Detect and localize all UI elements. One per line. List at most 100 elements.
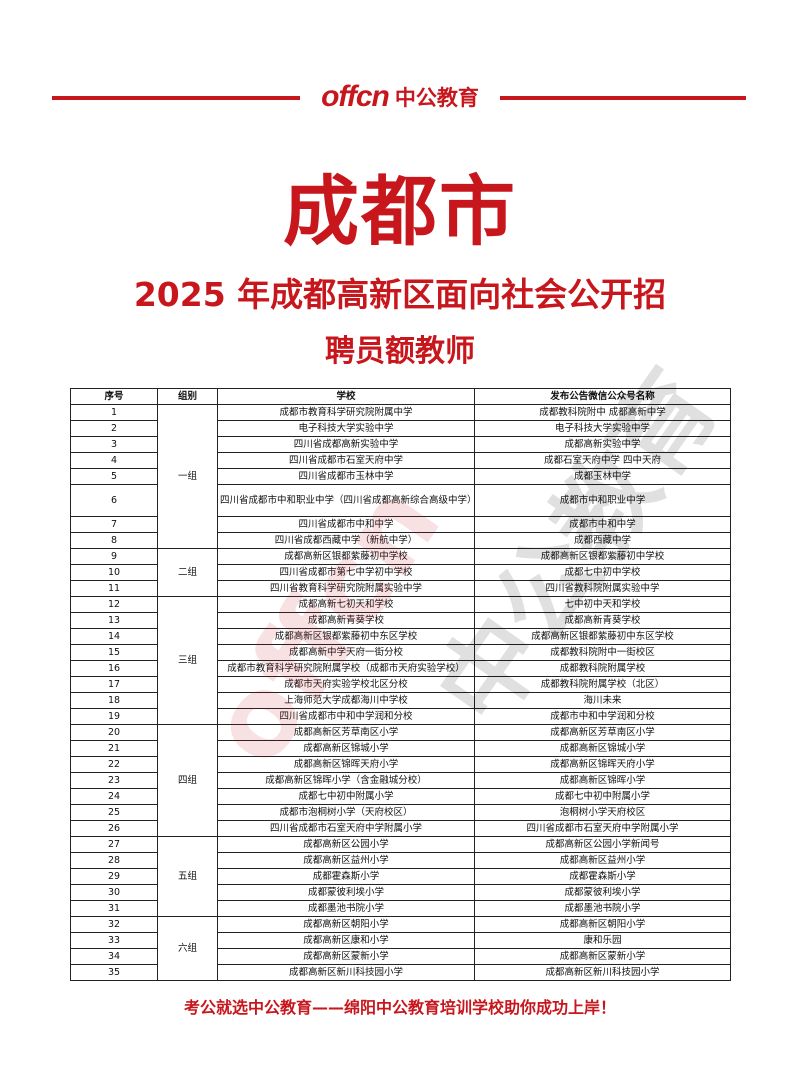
row-number: 7 [70,516,158,533]
row-number: 29 [70,868,158,885]
offcn-logo: offcn 中公教育 [300,78,500,116]
wechat-account-name: 四川省成都市石室天府中学附属小学 [474,820,731,837]
wechat-account-name: 成都高新区蒙新小学 [474,948,731,965]
wechat-account-name: 成都霍森斯小学 [474,868,731,885]
row-number: 23 [70,772,158,789]
table-row: 30 成都蒙彼利埃小学 成都蒙彼利埃小学 [70,884,731,901]
row-number: 3 [70,436,158,453]
row-number: 20 [70,724,158,741]
row-number: 6 [70,484,158,517]
wechat-account-name: 成都高新区银都紫藤初中东区学校 [474,628,731,645]
wechat-account-name: 成都教科院附属学校（北区） [474,676,731,693]
wechat-account-name: 成都玉林中学 [474,468,731,485]
column-header: 序号 [70,388,158,405]
row-number: 28 [70,852,158,869]
row-number: 24 [70,788,158,805]
table-row: 28 成都高新区益州小学 成都高新区益州小学 [70,852,731,869]
school-name: 四川省成都市中和中学 [217,516,475,533]
wechat-account-name: 成都市中和中学 [474,516,731,533]
school-table: 序号 组别 学校 发布公告微信公众号名称 1 一组 成都市教育科学研究院附属中学 成都教科院… [70,388,731,981]
group-name: 一组 [157,404,218,549]
wechat-account-name: 成都高新区朝阳小学 [474,916,731,933]
school-name: 四川省教育科学研究院附属实验中学 [217,580,475,597]
row-number: 9 [70,548,158,565]
row-number: 27 [70,836,158,853]
school-name: 成都高新区锦城小学 [217,740,475,757]
school-name: 四川省成都西藏中学（新航中学） [217,532,475,549]
group-name: 四组 [157,724,218,837]
wechat-account-name: 成都七中初中附属小学 [474,788,731,805]
wechat-account-name: 成都蒙彼利埃小学 [474,884,731,901]
column-header: 发布公告微信公众号名称 [474,388,731,405]
school-name: 四川省成都高新实验中学 [217,436,475,453]
wechat-account-name: 成都市中和职业中学 [474,484,731,517]
wechat-account-name: 成都教科院附属学校 [474,660,731,677]
school-name: 成都高新区公园小学 [217,836,475,853]
wechat-account-name: 成都市中和中学润和分校 [474,708,731,725]
table-row: 24 成都七中初中附属小学 成都七中初中附属小学 [70,788,731,805]
school-name: 电子科技大学实验中学 [217,420,475,437]
school-name: 成都市教育科学研究院附属学校（成都市天府实验学校） [217,660,475,677]
school-name: 四川省成都市第七中学初中学校 [217,564,475,581]
table-row: 29 成都霍森斯小学 成都霍森斯小学 [70,868,731,885]
school-name: 四川省成都市玉林中学 [217,468,475,485]
table-row: 10 四川省成都市第七中学初中学校 成都七中初中学校 [70,564,731,581]
row-number: 16 [70,660,158,677]
row-number: 30 [70,884,158,901]
school-name: 成都七中初中附属小学 [217,788,475,805]
wechat-account-name: 康和乐园 [474,932,731,949]
wechat-account-name: 电子科技大学实验中学 [474,420,731,437]
school-name: 成都市泡桐树小学（天府校区） [217,804,475,821]
table-row: 27 五组 成都高新区公园小学 成都高新区公园小学新闻号 [70,836,731,917]
school-name: 成都蒙彼利埃小学 [217,884,475,901]
table-row: 18 上海师范大学成都海川中学校 海川未来 [70,692,731,709]
row-number: 14 [70,628,158,645]
table-row: 6 四川省成都市中和职业中学（四川省成都高新综合高级中学） 成都市中和职业中学 [70,484,731,517]
row-number: 21 [70,740,158,757]
row-number: 22 [70,756,158,773]
table-row: 22 成都高新区锦晖天府小学 成都高新区锦晖天府小学 [70,756,731,773]
school-name: 上海师范大学成都海川中学校 [217,692,475,709]
table-row: 17 成都市天府实验学校北区分校 成都教科院附属学校（北区） [70,676,731,693]
wechat-account-name: 成都七中初中学校 [474,564,731,581]
subtitle-line1: 2025 年成都高新区面向社会公开招 [133,275,667,314]
header-rule-left [52,96,300,100]
row-number: 15 [70,644,158,661]
school-name: 成都高新区芳草南区小学 [217,724,475,741]
table-row: 35 成都高新区新川科技园小学 成都高新区新川科技园小学 [70,964,731,981]
row-number: 32 [70,916,158,933]
school-name: 四川省成都市石室天府中学 [217,452,475,469]
wechat-account-name: 成都高新区锦城小学 [474,740,731,757]
table-row: 15 成都高新中学天府一街分校 成都教科院附中一街校区 [70,644,731,661]
row-number: 33 [70,932,158,949]
page-title: 成都市 [283,167,517,256]
school-name: 成都高新区新川科技园小学 [217,964,475,981]
table-row: 5 四川省成都市玉林中学 成都玉林中学 [70,468,731,485]
table-row: 12 三组 成都高新七初天和学校 七中初中天和学校 [70,596,731,725]
row-number: 19 [70,708,158,725]
wechat-account-name: 成都高新区益州小学 [474,852,731,869]
row-number: 35 [70,964,158,981]
column-header: 组别 [157,388,218,405]
table-row: 2 电子科技大学实验中学 电子科技大学实验中学 [70,420,731,437]
row-number: 5 [70,468,158,485]
row-number: 8 [70,532,158,549]
group-name: 三组 [157,596,218,725]
wechat-account-name: 成都石室天府中学 四中天府 [474,452,731,469]
wechat-account-name: 海川未来 [474,692,731,709]
row-number: 17 [70,676,158,693]
wechat-account-name: 成都高新区公园小学新闻号 [474,836,731,853]
row-number: 26 [70,820,158,837]
wechat-account-name: 成都高新实验中学 [474,436,731,453]
school-name: 成都高新中学天府一街分校 [217,644,475,661]
wechat-account-name: 成都高新区银都紫藤初中学校 [474,548,731,565]
row-number: 1 [70,404,158,421]
group-name: 五组 [157,836,218,917]
wechat-account-name: 成都高新区锦晖天府小学 [474,756,731,773]
table-row: 33 成都高新区康和小学 康和乐园 [70,932,731,949]
footer-slogan: 考公就选中公教育——绵阳中公教育培训学校助你成功上岸！ [183,998,616,1017]
school-name: 成都高新区锦晖天府小学 [217,756,475,773]
row-number: 34 [70,948,158,965]
school-name: 成都高新区银都紫藤初中东区学校 [217,628,475,645]
